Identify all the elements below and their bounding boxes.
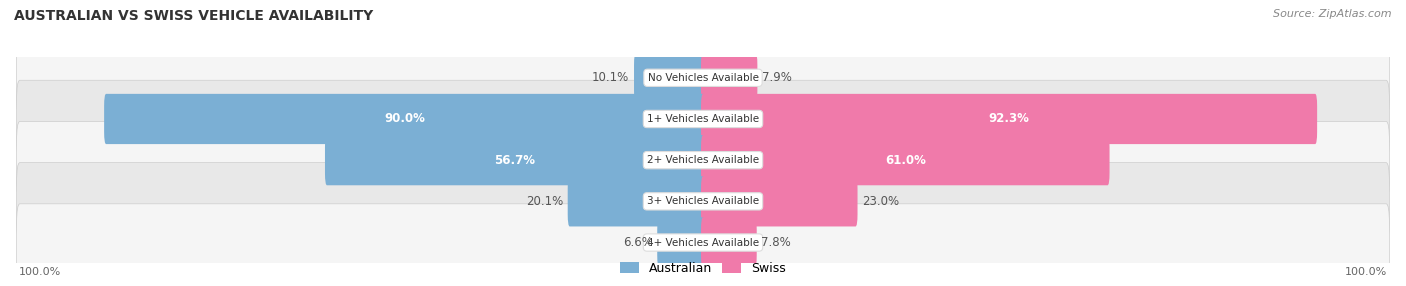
FancyBboxPatch shape [702, 53, 758, 103]
FancyBboxPatch shape [702, 94, 1317, 144]
Text: 56.7%: 56.7% [495, 154, 536, 167]
Text: 23.0%: 23.0% [862, 195, 900, 208]
FancyBboxPatch shape [702, 217, 756, 268]
FancyBboxPatch shape [634, 53, 704, 103]
Text: 20.1%: 20.1% [526, 195, 562, 208]
Text: AUSTRALIAN VS SWISS VEHICLE AVAILABILITY: AUSTRALIAN VS SWISS VEHICLE AVAILABILITY [14, 9, 374, 23]
FancyBboxPatch shape [657, 217, 704, 268]
Text: 2+ Vehicles Available: 2+ Vehicles Available [647, 155, 759, 165]
Text: 61.0%: 61.0% [884, 154, 925, 167]
Legend: Australian, Swiss: Australian, Swiss [616, 257, 790, 280]
FancyBboxPatch shape [702, 135, 1109, 185]
FancyBboxPatch shape [17, 204, 1389, 281]
FancyBboxPatch shape [17, 39, 1389, 116]
FancyBboxPatch shape [325, 135, 704, 185]
Text: Source: ZipAtlas.com: Source: ZipAtlas.com [1274, 9, 1392, 19]
Text: 7.8%: 7.8% [762, 236, 792, 249]
Text: No Vehicles Available: No Vehicles Available [648, 73, 758, 83]
Text: 3+ Vehicles Available: 3+ Vehicles Available [647, 196, 759, 206]
Text: 4+ Vehicles Available: 4+ Vehicles Available [647, 238, 759, 247]
FancyBboxPatch shape [568, 176, 704, 227]
FancyBboxPatch shape [17, 163, 1389, 240]
FancyBboxPatch shape [17, 122, 1389, 199]
Text: 7.9%: 7.9% [762, 71, 792, 84]
Text: 92.3%: 92.3% [988, 112, 1029, 126]
FancyBboxPatch shape [702, 176, 858, 227]
FancyBboxPatch shape [17, 80, 1389, 158]
Text: 1+ Vehicles Available: 1+ Vehicles Available [647, 114, 759, 124]
Text: 6.6%: 6.6% [623, 236, 652, 249]
FancyBboxPatch shape [104, 94, 704, 144]
Text: 10.1%: 10.1% [592, 71, 630, 84]
Text: 90.0%: 90.0% [384, 112, 425, 126]
